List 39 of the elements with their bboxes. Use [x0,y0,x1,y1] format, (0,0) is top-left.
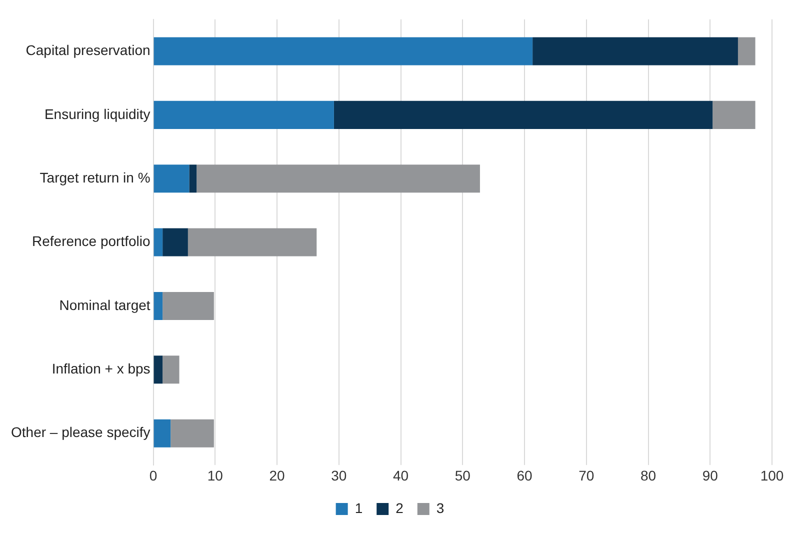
legend-label: 1 [354,500,363,516]
x-tick-label: 50 [454,467,471,484]
x-tick-label: 40 [392,467,409,484]
x-tick-label: 0 [149,467,158,484]
y-tick-label: Target return in % [40,169,150,186]
bar [334,100,713,129]
bar [154,356,163,384]
y-tick-label: Inflation + x bps [52,360,150,377]
bar [738,37,756,66]
bar [162,292,214,320]
y-tick-label: Reference portfolio [32,233,150,250]
bar [170,419,214,448]
x-tick-label: 30 [331,467,347,484]
x-tick-label: 90 [702,467,718,484]
legend-label: 2 [396,500,404,516]
bar [154,228,163,256]
bar [162,356,180,384]
bar [196,164,480,193]
bar [154,164,190,193]
bar [162,228,188,256]
legend-label: 3 [436,500,444,516]
bar [154,37,533,66]
x-tick-label: 20 [269,467,286,484]
bar [189,164,197,193]
x-tick-label: 80 [640,467,656,484]
bar [188,228,317,256]
y-tick-label: Ensuring liquidity [44,106,150,122]
bar [154,419,171,448]
x-tick-label: 70 [578,467,594,484]
y-tick-label: Capital preservation [26,42,150,58]
bar [154,292,163,320]
bar [532,37,738,66]
bar [154,100,334,129]
y-tick-label: Other – please specify [11,424,150,440]
x-tick-label: 100 [760,467,784,484]
bar [712,100,756,129]
y-tick-label: Nominal target [59,296,150,313]
x-tick-label: 10 [207,467,224,484]
x-tick-label: 60 [516,467,533,484]
